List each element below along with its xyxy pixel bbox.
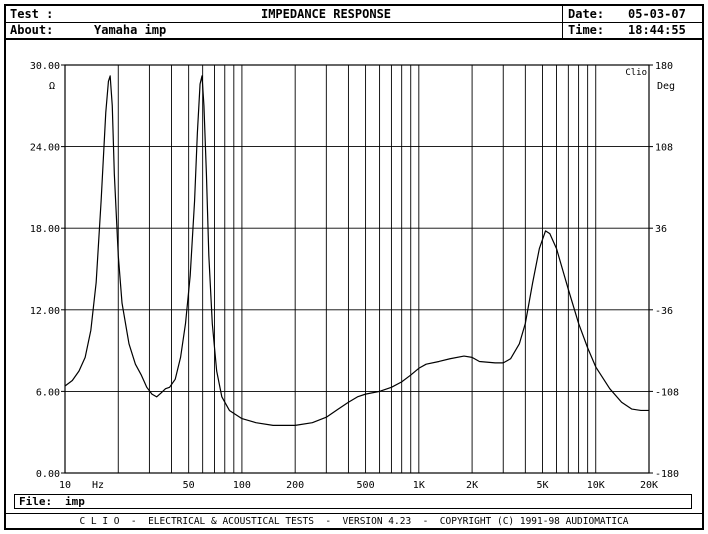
impedance-chart: 0.00 6.00 12.00 18.00 24.00 30.00 -180 -108 -36 3… [30,61,679,491]
y2-tick-label: -36 [655,306,673,317]
header-divider [562,6,563,38]
date-label: Date: [568,7,605,21]
file-value: imp [65,495,85,508]
x-tick-label: 5K [536,480,548,490]
y-tick-label: 6.00 [36,387,60,398]
right-unit-label: Deg [657,81,675,92]
clio-window: Test : IMPEDANCE RESPONSE About: Yamaha … [4,4,704,530]
plot-area: 0.00 6.00 12.00 18.00 24.00 30.00 -180 -108 -36 3… [6,40,702,491]
footer-banner: C L I O - ELECTRICAL & ACOUSTICAL TESTS … [6,513,702,529]
file-bar: File: imp [14,494,692,509]
chart-title: IMPEDANCE RESPONSE [260,7,392,21]
y-tick-label: 12.00 [30,306,60,317]
y2-tick-label: -180 [655,469,679,480]
header-row-1 [6,6,702,23]
x-unit-label: Hz [92,480,104,490]
x-tick-label: 10 [59,480,71,490]
y-tick-label: 0.00 [36,469,60,480]
clio-mark: Clio [625,68,647,78]
file-label: File: [19,495,53,508]
y-tick-label: 18.00 [30,224,60,235]
y2-tick-label: 180 [655,61,673,72]
about-label: About: [10,23,54,37]
x-tick-label: 1K [413,480,425,490]
left-unit-label: Ω [49,81,55,92]
plot-border [64,64,650,474]
y-tick-label: 24.00 [30,143,60,154]
x-tick-label: 200 [286,480,304,490]
x-tick-label: 2K [466,480,478,490]
test-label: Test : [10,7,54,21]
x-tick-label: 20K [640,480,658,490]
y-tick-label: 30.00 [30,61,60,72]
x-tick-label: 50 [183,480,195,490]
impedance-curve [64,75,649,426]
date-value: 05-03-07 [628,7,686,21]
time-label: Time: [568,23,605,37]
y2-tick-label: 36 [655,224,667,235]
time-value: 18:44:55 [628,23,686,37]
about-value: Yamaha imp [94,23,167,37]
y2-tick-label: 108 [655,143,673,154]
header-panel: Test : IMPEDANCE RESPONSE About: Yamaha … [6,6,702,40]
x-tick-label: 500 [357,480,375,490]
y2-tick-label: -108 [655,387,679,398]
x-tick-label: 100 [233,480,251,490]
x-tick-label: 10K [587,480,605,490]
